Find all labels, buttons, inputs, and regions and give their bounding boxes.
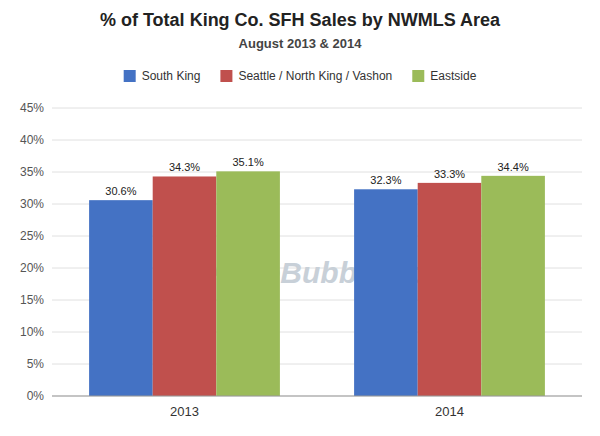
data-label: 32.3% (370, 174, 401, 186)
data-label: 34.3% (169, 161, 200, 173)
y-tick-label: 10% (20, 325, 44, 339)
x-axis: 2013 2014 (52, 396, 582, 419)
data-labels: 30.6% 32.3% 34.3% 33.3% 35.1% 34.4% (105, 156, 529, 197)
bars (89, 171, 545, 396)
x-tick-label: 2014 (435, 404, 464, 419)
data-label: 30.6% (105, 185, 136, 197)
bar (153, 176, 217, 396)
legend-swatch (124, 70, 136, 82)
y-tick-label: 30% (20, 197, 44, 211)
legend-item: South King (124, 69, 201, 83)
page: {"chart_data": { "type": "bar", "title":… (0, 0, 600, 436)
legend: South King Seattle / North King / Vashon E… (124, 69, 477, 83)
y-tick-label: 25% (20, 229, 44, 243)
y-axis: 0% 5% 10% 15% 20% 25% 30% 35% 40% 45% (20, 101, 582, 403)
bar (354, 189, 418, 396)
legend-item: Seattle / North King / Vashon (220, 69, 392, 83)
y-tick-label: 15% (20, 293, 44, 307)
data-label: 33.3% (434, 168, 465, 180)
data-label: 34.4% (497, 161, 528, 173)
y-tick-label: 40% (20, 133, 44, 147)
subtitle: August 2013 & 2014 (239, 36, 363, 51)
y-tick-label: 45% (20, 101, 44, 115)
legend-item: Eastside (412, 69, 476, 83)
bar (89, 200, 153, 396)
legend-label: South King (142, 69, 201, 83)
chart: % of Total King Co. SFH Sales by NWMLS A… (0, 0, 600, 436)
legend-swatch (220, 70, 232, 82)
x-axis-line (52, 396, 582, 397)
data-label: 35.1% (232, 156, 263, 168)
bar (418, 183, 482, 396)
title: % of Total King Co. SFH Sales by NWMLS A… (100, 10, 501, 30)
y-tick-label: 5% (27, 357, 45, 371)
legend-label: Seattle / North King / Vashon (238, 69, 392, 83)
bar (481, 176, 545, 396)
grid-line (52, 108, 582, 109)
legend-label: Eastside (430, 69, 476, 83)
bar (216, 171, 280, 396)
legend-swatch (412, 70, 424, 82)
y-tick-label: 35% (20, 165, 44, 179)
x-tick-label: 2013 (170, 404, 199, 419)
y-tick-label: 0% (27, 389, 45, 403)
grid-line (52, 396, 582, 397)
y-tick-label: 20% (20, 261, 44, 275)
grid-line (52, 140, 582, 141)
